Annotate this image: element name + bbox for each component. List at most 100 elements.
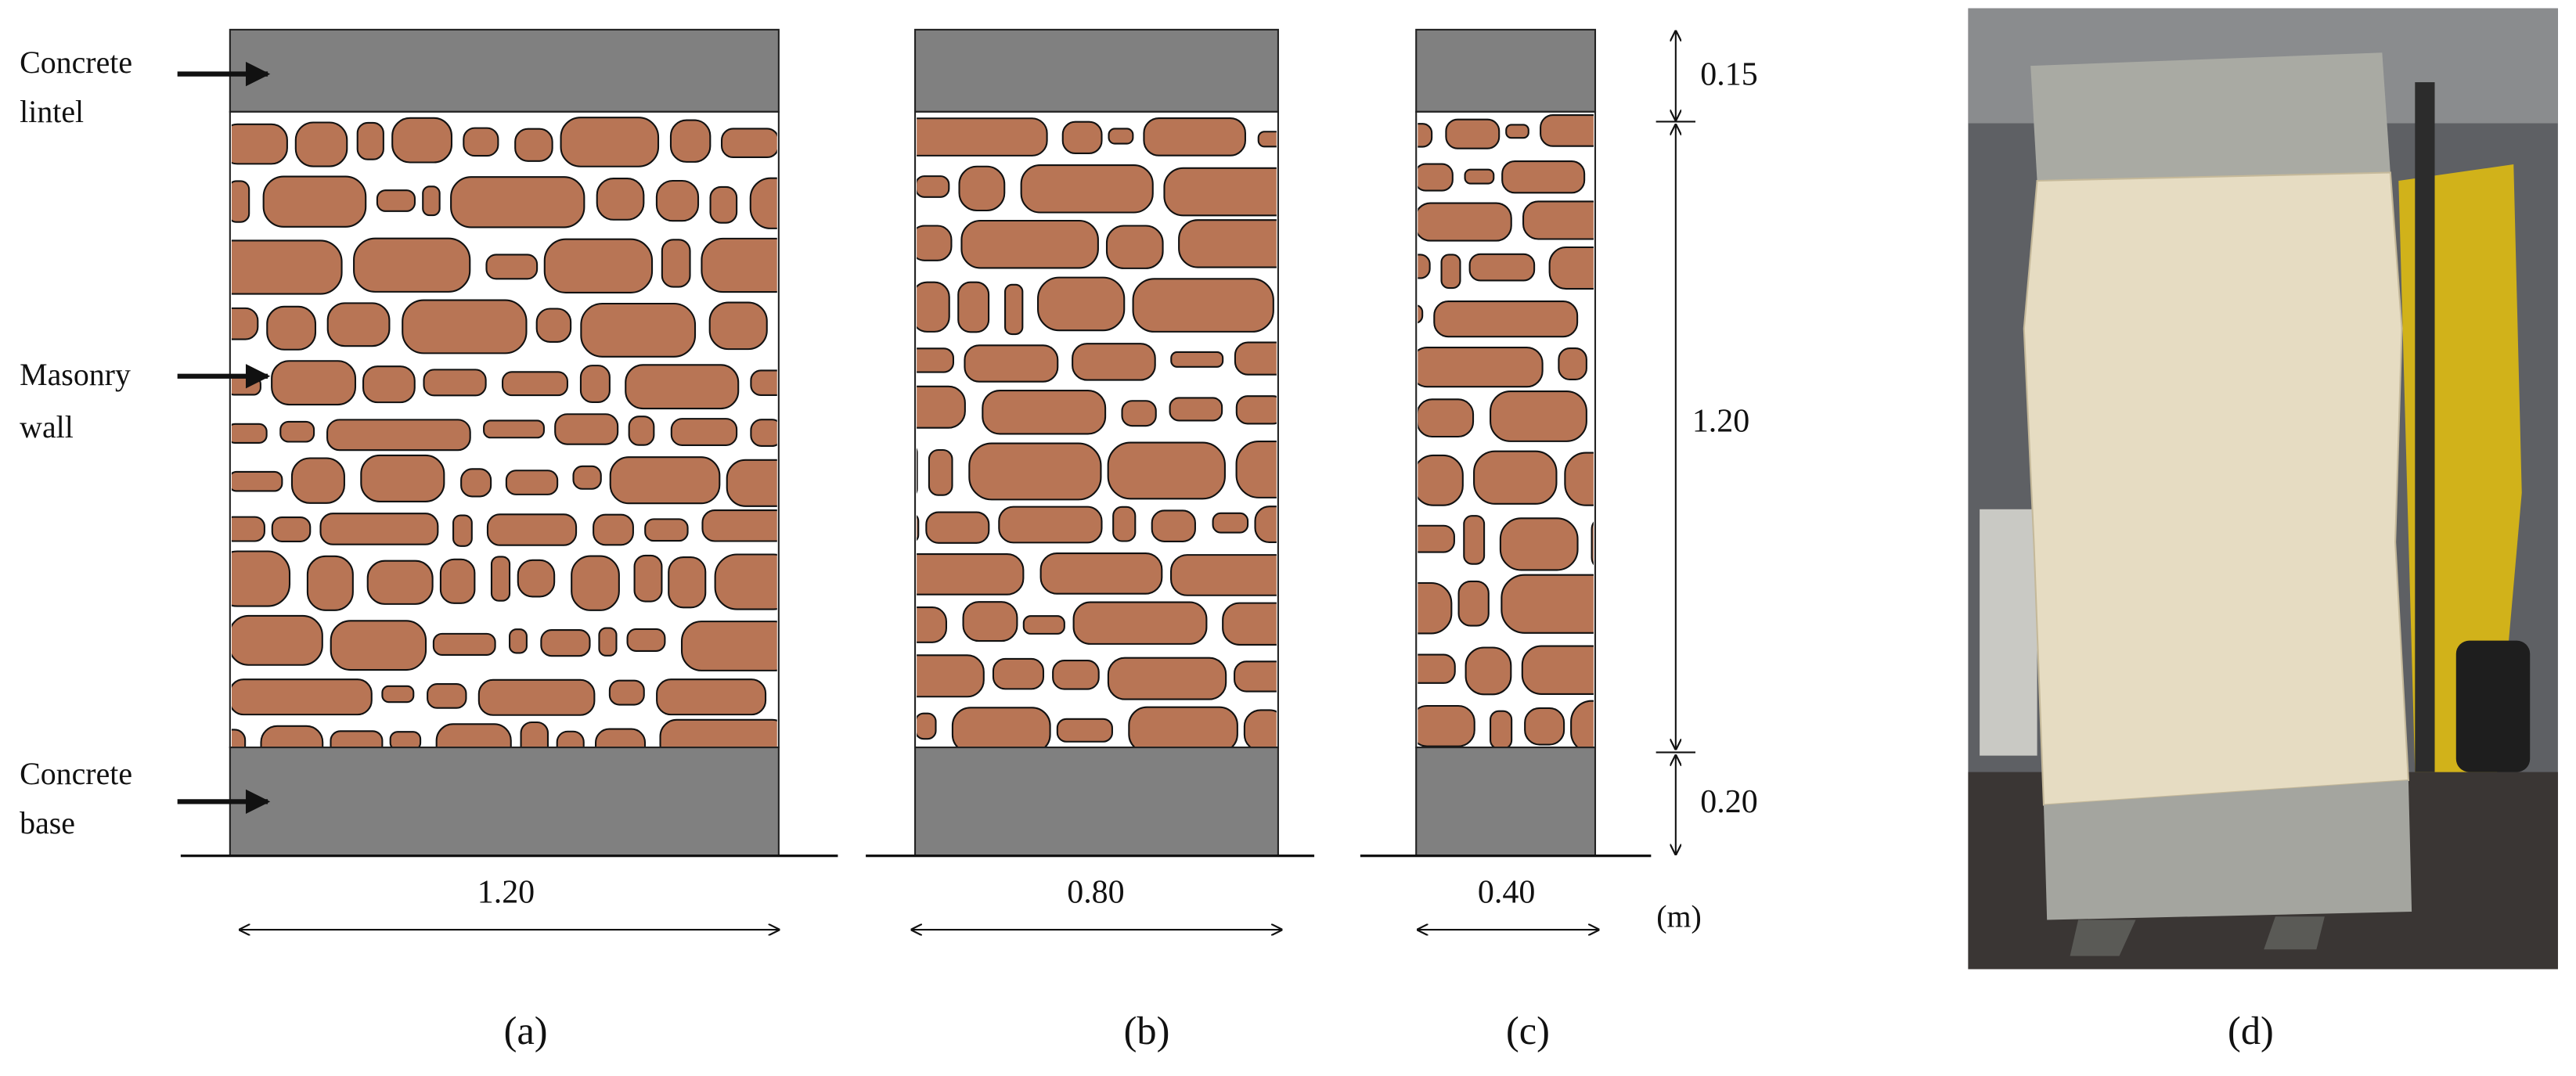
stone bbox=[543, 238, 654, 293]
stone bbox=[1524, 707, 1565, 746]
stone bbox=[917, 515, 920, 542]
stone bbox=[917, 225, 953, 261]
stone bbox=[917, 606, 947, 643]
stone bbox=[596, 178, 645, 221]
base bbox=[914, 747, 1279, 857]
stone bbox=[1132, 278, 1274, 333]
stone bbox=[644, 518, 689, 542]
stone bbox=[670, 418, 738, 446]
stone bbox=[290, 457, 345, 504]
stone bbox=[1072, 601, 1208, 645]
stone bbox=[917, 553, 1025, 596]
stone bbox=[656, 678, 767, 716]
stone bbox=[509, 628, 528, 654]
stone bbox=[1056, 718, 1113, 743]
stone bbox=[477, 678, 596, 716]
label-line: base bbox=[20, 805, 75, 840]
forklift-mast bbox=[2415, 82, 2435, 772]
stone bbox=[1170, 554, 1277, 596]
stone bbox=[598, 627, 618, 657]
stone bbox=[917, 347, 955, 373]
stone bbox=[661, 239, 691, 288]
stone bbox=[609, 456, 721, 505]
stone bbox=[1178, 219, 1277, 268]
stone bbox=[1169, 397, 1223, 422]
stone bbox=[655, 179, 700, 222]
stone bbox=[659, 718, 777, 748]
stone bbox=[1418, 254, 1431, 279]
stone bbox=[1418, 704, 1475, 747]
stone bbox=[982, 389, 1107, 435]
photo-base bbox=[2043, 780, 2412, 920]
photo bbox=[1968, 8, 2558, 970]
stone bbox=[1212, 512, 1249, 534]
stone bbox=[463, 127, 499, 157]
stone bbox=[1163, 167, 1277, 217]
stone bbox=[490, 556, 511, 602]
stone bbox=[1020, 164, 1154, 214]
stone bbox=[1061, 121, 1103, 154]
stone bbox=[680, 621, 777, 671]
stone bbox=[1235, 395, 1277, 425]
stone bbox=[1235, 441, 1277, 498]
height-label: 0.15 bbox=[1700, 56, 1757, 92]
stone bbox=[1037, 276, 1126, 332]
stone bbox=[708, 301, 768, 351]
stone bbox=[1418, 346, 1544, 388]
stone bbox=[960, 219, 1099, 269]
stone bbox=[1490, 710, 1513, 748]
label-line: Concrete bbox=[20, 45, 132, 80]
stone bbox=[1418, 653, 1456, 684]
stone bbox=[1039, 552, 1163, 595]
stone bbox=[1440, 254, 1461, 290]
width-label: 1.20 bbox=[477, 875, 535, 911]
stone bbox=[330, 730, 384, 748]
stone bbox=[1464, 168, 1495, 185]
stone bbox=[1418, 202, 1512, 242]
stone bbox=[356, 121, 384, 160]
stone bbox=[625, 364, 740, 410]
panel-label: (d) bbox=[2228, 1009, 2274, 1053]
stone bbox=[432, 632, 496, 656]
stone bbox=[951, 707, 1051, 748]
stone bbox=[1445, 118, 1501, 149]
stone bbox=[366, 560, 434, 605]
photo-panel bbox=[1980, 509, 2037, 756]
stone bbox=[231, 614, 323, 666]
photo-masonry bbox=[2023, 171, 2410, 806]
stone bbox=[669, 119, 712, 163]
stone bbox=[1521, 645, 1594, 695]
stone bbox=[1107, 441, 1226, 500]
stone bbox=[720, 128, 777, 159]
stone bbox=[594, 728, 647, 748]
stone bbox=[628, 416, 655, 446]
stone bbox=[231, 376, 261, 396]
stone bbox=[1501, 160, 1586, 194]
height-label: 0.20 bbox=[1700, 784, 1757, 820]
stone bbox=[450, 176, 585, 229]
stone bbox=[992, 657, 1045, 690]
height-label: 1.20 bbox=[1692, 403, 1749, 439]
panel-label: (a) bbox=[504, 1009, 548, 1053]
stone bbox=[391, 117, 453, 164]
stone bbox=[1490, 390, 1587, 442]
panel-label: (c) bbox=[1506, 1009, 1550, 1053]
stone bbox=[1548, 246, 1594, 290]
stone bbox=[1499, 517, 1579, 571]
stone bbox=[262, 175, 367, 228]
stone bbox=[294, 121, 348, 167]
stone bbox=[330, 620, 427, 671]
unit-label: (m) bbox=[1656, 899, 1702, 934]
panel-label: (b) bbox=[1124, 1009, 1170, 1053]
width-label: 0.40 bbox=[1478, 875, 1535, 911]
stone bbox=[633, 554, 663, 603]
stone bbox=[376, 189, 416, 212]
stone bbox=[1243, 709, 1277, 748]
photo-supports bbox=[2070, 916, 2325, 956]
stone bbox=[389, 731, 422, 748]
stone bbox=[231, 307, 259, 340]
label-line: lintel bbox=[20, 94, 84, 129]
stone bbox=[1418, 398, 1475, 438]
stone bbox=[1112, 506, 1137, 542]
